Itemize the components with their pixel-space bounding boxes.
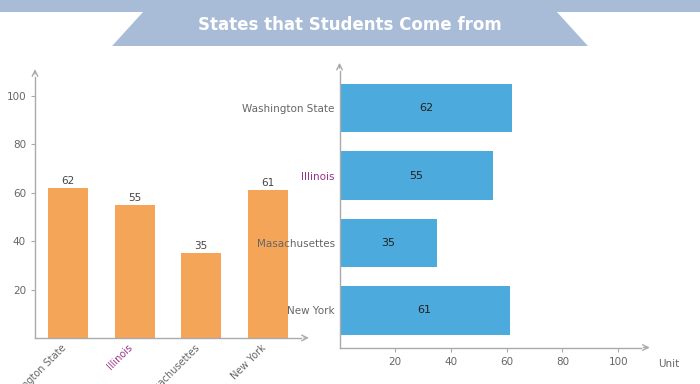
Text: 61: 61 (417, 305, 431, 315)
Text: 61: 61 (261, 178, 274, 188)
Text: 35: 35 (382, 238, 395, 248)
Text: 62: 62 (62, 175, 75, 185)
Bar (340, 286, 510, 335)
Text: 35: 35 (195, 241, 208, 251)
Bar (340, 151, 493, 200)
Text: States that Students Come from: States that Students Come from (198, 17, 502, 34)
Text: 55: 55 (128, 192, 141, 202)
Text: 55: 55 (409, 170, 423, 180)
Bar (340, 219, 437, 267)
Bar (0, 0, 700, 12)
Bar (48, 188, 88, 338)
Text: Unit: Unit (659, 359, 680, 369)
Bar (115, 205, 155, 338)
Bar (181, 253, 221, 338)
Bar (340, 84, 512, 132)
Bar (248, 190, 288, 338)
Polygon shape (112, 0, 588, 46)
Text: 62: 62 (419, 103, 433, 113)
